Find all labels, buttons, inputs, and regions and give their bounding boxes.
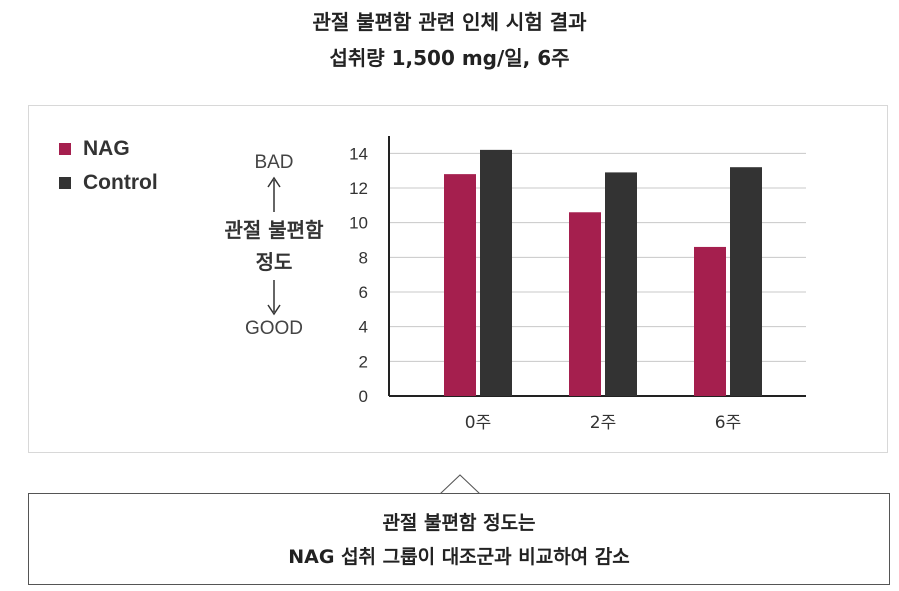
y-tick-label: 10 (349, 214, 368, 233)
legend-swatch-nag (59, 143, 71, 155)
x-tick-label: 0주 (465, 413, 491, 433)
bar-control-0 (480, 149, 512, 396)
legend: NAG Control (59, 132, 158, 200)
y-tick-label: 4 (359, 318, 368, 337)
arrow-down-icon (267, 280, 281, 316)
y-tick-label: 2 (359, 352, 368, 371)
bar-nag-1 (569, 212, 601, 396)
legend-item-nag: NAG (59, 132, 158, 166)
y-tick-label: 8 (359, 248, 368, 267)
scale-bad-label: BAD (254, 152, 294, 173)
discomfort-scale: BAD 관절 불편함 정도 GOOD (209, 152, 339, 340)
bar-control-1 (605, 172, 637, 396)
legend-label-control: Control (83, 171, 158, 194)
scale-good-label: GOOD (244, 318, 304, 339)
bar-nag-0 (444, 174, 476, 396)
y-tick-label: 14 (349, 144, 368, 163)
y-tick-label: 12 (349, 179, 368, 198)
callout-box: 관절 불편함 정도는 NAG 섭취 그룹이 대조군과 비교하여 감소 (28, 493, 890, 585)
legend-item-control: Control (59, 166, 158, 200)
chart-subtitle: 섭취량 1,500 mg/일, 6주 (329, 46, 570, 70)
callout-line1: 관절 불편함 정도는 (382, 512, 536, 534)
bar-nag-2 (694, 246, 726, 396)
scale-label-line1: 관절 불편함 (224, 218, 324, 242)
legend-label-nag: NAG (83, 137, 130, 160)
bar-control-2 (730, 167, 762, 396)
y-tick-label: 0 (359, 387, 368, 406)
x-tick-label: 2주 (590, 413, 616, 433)
chart-title: 관절 불편함 관련 인체 시험 결과 (312, 10, 587, 34)
arrow-up-icon (267, 176, 281, 212)
x-tick-label: 6주 (715, 413, 741, 433)
legend-swatch-control (59, 177, 71, 189)
scale-label-line2: 정도 (255, 250, 293, 274)
callout-line2: NAG 섭취 그룹이 대조군과 비교하여 감소 (288, 546, 630, 568)
y-tick-label: 6 (359, 283, 368, 302)
